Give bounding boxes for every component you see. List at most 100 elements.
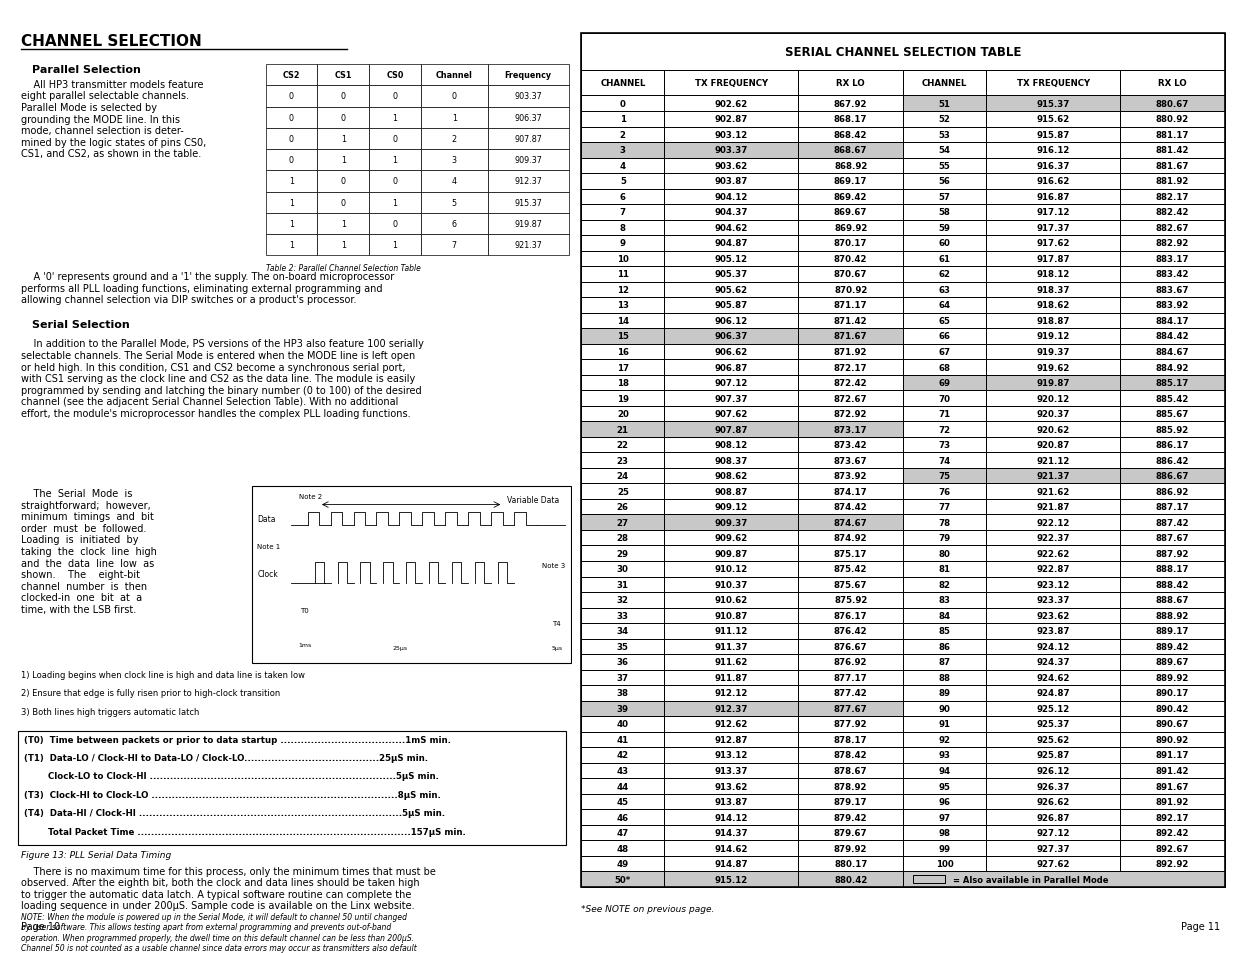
Text: 919.12: 919.12: [1036, 333, 1070, 341]
Bar: [987, 841, 1120, 856]
Bar: [1120, 639, 1225, 655]
Text: 927.37: 927.37: [1036, 843, 1070, 853]
Text: 907.12: 907.12: [715, 378, 748, 388]
Bar: [664, 422, 798, 437]
Text: 35: 35: [616, 642, 629, 651]
Text: 872.42: 872.42: [834, 378, 867, 388]
Text: 33: 33: [616, 611, 629, 620]
Bar: [664, 809, 798, 825]
Text: 927.12: 927.12: [1036, 828, 1070, 837]
Text: 34: 34: [616, 627, 629, 636]
Text: 0: 0: [289, 134, 294, 144]
Text: 868.17: 868.17: [834, 115, 867, 124]
Bar: [1120, 593, 1225, 608]
Bar: [317, 108, 369, 129]
Text: 54: 54: [939, 146, 951, 155]
Text: 889.42: 889.42: [1156, 642, 1189, 651]
Text: Serial Selection: Serial Selection: [32, 319, 130, 330]
Bar: [987, 437, 1120, 453]
Bar: [488, 193, 569, 213]
Bar: [903, 747, 987, 763]
Bar: [903, 685, 987, 701]
Text: 884.67: 884.67: [1156, 348, 1189, 356]
Text: 920.37: 920.37: [1036, 410, 1070, 418]
Bar: [987, 220, 1120, 236]
Text: 878.92: 878.92: [834, 781, 867, 791]
Text: 886.17: 886.17: [1156, 440, 1189, 450]
Text: 886.42: 886.42: [1156, 456, 1189, 465]
Bar: [903, 561, 987, 577]
Text: 889.92: 889.92: [1156, 673, 1189, 682]
Bar: [798, 298, 903, 314]
Text: 3: 3: [452, 156, 457, 165]
Bar: [1120, 128, 1225, 143]
Text: 907.37: 907.37: [715, 395, 748, 403]
Bar: [1120, 763, 1225, 779]
Text: 883.67: 883.67: [1156, 286, 1189, 294]
Bar: [903, 158, 987, 173]
Bar: [903, 344, 987, 360]
Bar: [903, 639, 987, 655]
Text: 876.42: 876.42: [834, 627, 867, 636]
Bar: [664, 515, 798, 531]
Bar: [266, 65, 317, 86]
Text: 870.17: 870.17: [834, 239, 867, 248]
Text: 922.87: 922.87: [1036, 565, 1070, 574]
Text: 0: 0: [341, 113, 346, 123]
Bar: [798, 205, 903, 220]
Bar: [317, 129, 369, 150]
Bar: [903, 515, 987, 531]
Text: 920.12: 920.12: [1036, 395, 1070, 403]
Text: 906.12: 906.12: [715, 316, 748, 326]
Text: *See NOTE on previous page.: *See NOTE on previous page.: [582, 903, 715, 913]
Bar: [987, 143, 1120, 158]
Bar: [582, 173, 664, 190]
Bar: [664, 220, 798, 236]
Text: 72: 72: [939, 425, 951, 435]
Text: 918.37: 918.37: [1036, 286, 1070, 294]
Bar: [903, 670, 987, 685]
Text: (T3)  Clock-HI to Clock-LO .....................................................: (T3) Clock-HI to Clock-LO ..............…: [23, 790, 441, 799]
Text: 926.37: 926.37: [1036, 781, 1070, 791]
Text: 68: 68: [939, 363, 951, 372]
Text: 888.42: 888.42: [1156, 580, 1189, 589]
Text: 903.37: 903.37: [515, 92, 542, 101]
Bar: [798, 608, 903, 623]
Text: 37: 37: [616, 673, 629, 682]
Bar: [664, 329, 798, 344]
Bar: [903, 717, 987, 732]
Text: 907.62: 907.62: [715, 410, 748, 418]
Bar: [987, 608, 1120, 623]
Text: 879.92: 879.92: [834, 843, 867, 853]
Bar: [582, 484, 664, 499]
Text: 926.12: 926.12: [1036, 766, 1070, 775]
Text: 904.12: 904.12: [715, 193, 748, 202]
Bar: [369, 193, 421, 213]
Text: 884.17: 884.17: [1156, 316, 1189, 326]
Text: 876.67: 876.67: [834, 642, 867, 651]
Bar: [798, 143, 903, 158]
Bar: [987, 561, 1120, 577]
Text: 76: 76: [939, 487, 951, 497]
Bar: [903, 593, 987, 608]
Text: 879.67: 879.67: [834, 828, 867, 837]
Text: 914.37: 914.37: [715, 828, 748, 837]
Text: 85: 85: [939, 627, 951, 636]
Text: 1: 1: [289, 177, 294, 186]
Text: 90: 90: [939, 704, 951, 713]
Bar: [488, 86, 569, 108]
Text: 912.37: 912.37: [514, 177, 542, 186]
Text: 869.17: 869.17: [834, 177, 867, 186]
Text: 25: 25: [616, 487, 629, 497]
Text: 890.92: 890.92: [1156, 735, 1189, 744]
Text: The  Serial  Mode  is
straightforward;  however,
minimum  timings  and  bit
orde: The Serial Mode is straightforward; howe…: [21, 489, 157, 615]
Bar: [664, 236, 798, 252]
Text: Channel: Channel: [436, 71, 473, 80]
Bar: [582, 561, 664, 577]
Bar: [664, 871, 798, 887]
Bar: [987, 128, 1120, 143]
Text: 1: 1: [289, 241, 294, 250]
Text: 15: 15: [616, 333, 629, 341]
Text: 924.87: 924.87: [1036, 689, 1070, 698]
Bar: [488, 65, 569, 86]
